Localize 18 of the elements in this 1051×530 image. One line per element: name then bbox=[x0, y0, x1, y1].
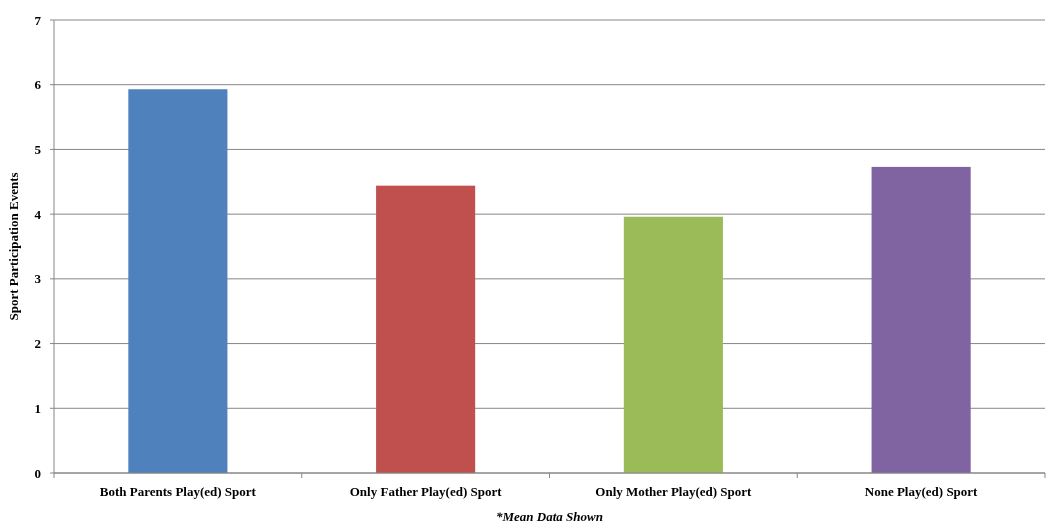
y-tick-label: 1 bbox=[34, 400, 41, 416]
y-tick-label: 3 bbox=[34, 271, 42, 287]
y-tick-label: 0 bbox=[34, 465, 41, 481]
x-tick-label: Both Parents Play(ed) Sport bbox=[99, 484, 257, 499]
y-tick-label: 7 bbox=[34, 12, 42, 28]
x-tick-label: Only Mother Play(ed) Sport bbox=[595, 484, 753, 499]
text: *Mean Data Shown bbox=[496, 509, 603, 524]
bar bbox=[871, 166, 971, 473]
y-tick-label: 4 bbox=[34, 206, 42, 222]
y-axis-title: Sport Participation Events bbox=[6, 172, 21, 321]
x-tick-label: Only Father Play(ed) Sport bbox=[349, 484, 503, 499]
bar bbox=[128, 89, 228, 473]
y-tick-label: 2 bbox=[34, 336, 41, 352]
y-tick-label: 5 bbox=[34, 141, 42, 157]
bar bbox=[623, 216, 723, 473]
x-tick-label: None Play(ed) Sport bbox=[864, 484, 979, 499]
y-tick-label: 6 bbox=[34, 77, 42, 93]
bar bbox=[376, 185, 476, 473]
